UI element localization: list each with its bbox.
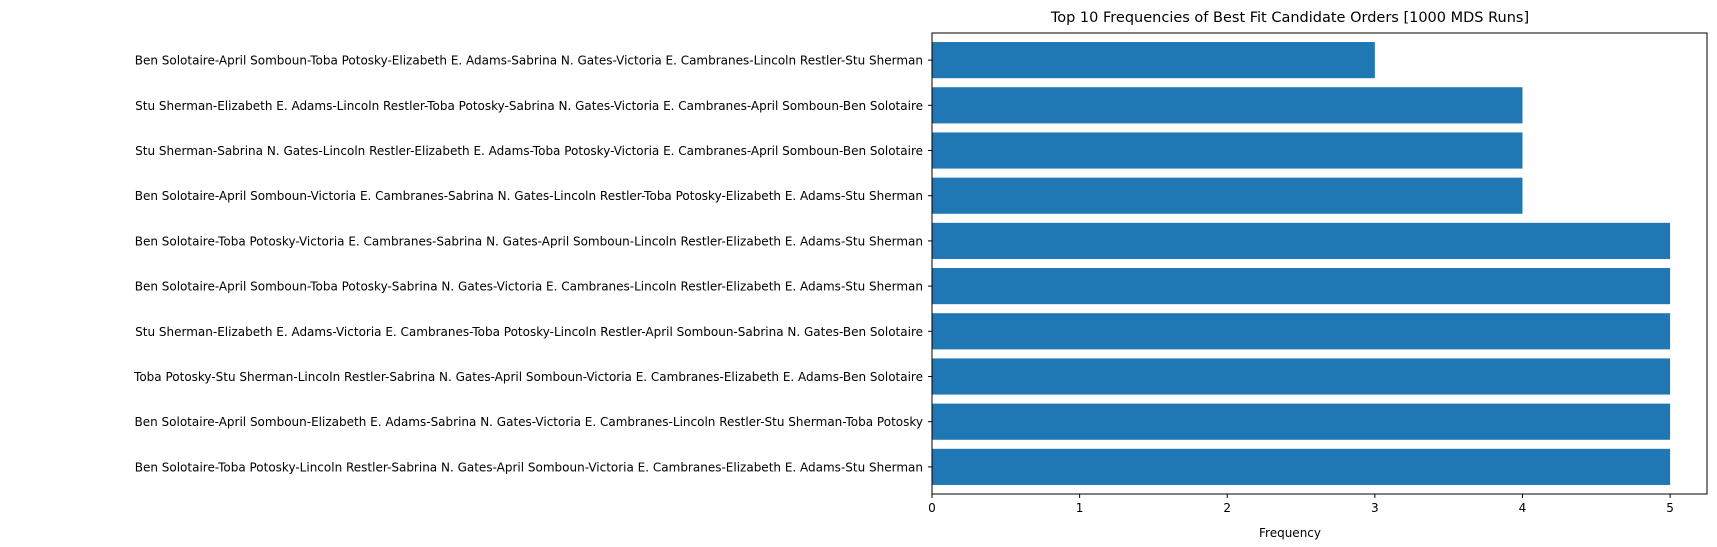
x-tick-label: 4 <box>1519 501 1527 515</box>
plot-area: Ben Solotaire-April Somboun-Toba Potosky… <box>133 32 1708 515</box>
x-tick-label: 1 <box>1076 501 1084 515</box>
bar <box>932 87 1523 124</box>
bar <box>932 358 1671 395</box>
bar <box>932 268 1671 305</box>
plot-frame <box>931 32 1708 495</box>
x-tick-label: 2 <box>1223 501 1231 515</box>
y-tick-label: Toba Potosky-Stu Sherman-Lincoln Restler… <box>133 370 923 384</box>
x-tick-label: 0 <box>928 501 936 515</box>
bar <box>932 42 1375 79</box>
y-tick-label: Ben Solotaire-April Somboun-Toba Potosky… <box>135 280 923 294</box>
y-tick-label: Ben Solotaire-April Somboun-Toba Potosky… <box>135 54 923 68</box>
bar <box>932 177 1523 214</box>
bar <box>932 403 1671 440</box>
chart-title: Top 10 Frequencies of Best Fit Candidate… <box>1050 10 1529 26</box>
y-tick-label: Stu Sherman-Elizabeth E. Adams-Victoria … <box>135 325 923 339</box>
bar <box>932 313 1671 350</box>
y-tick-label: Ben Solotaire-April Somboun-Victoria E. … <box>135 189 923 203</box>
y-tick-label: Ben Solotaire-Toba Potosky-Victoria E. C… <box>135 234 923 248</box>
y-tick-label: Ben Solotaire-Toba Potosky-Lincoln Restl… <box>135 460 923 474</box>
bar <box>932 132 1523 169</box>
x-axis-title: Frequency <box>1259 526 1321 540</box>
x-tick-label: 3 <box>1371 501 1379 515</box>
x-tick-label: 5 <box>1666 501 1674 515</box>
y-tick-label: Ben Solotaire-April Somboun-Elizabeth E.… <box>135 415 923 429</box>
y-tick-label: Stu Sherman-Sabrina N. Gates-Lincoln Res… <box>135 144 923 158</box>
bar <box>932 448 1671 485</box>
y-tick-label: Stu Sherman-Elizabeth E. Adams-Lincoln R… <box>135 99 923 113</box>
bar <box>932 222 1671 259</box>
